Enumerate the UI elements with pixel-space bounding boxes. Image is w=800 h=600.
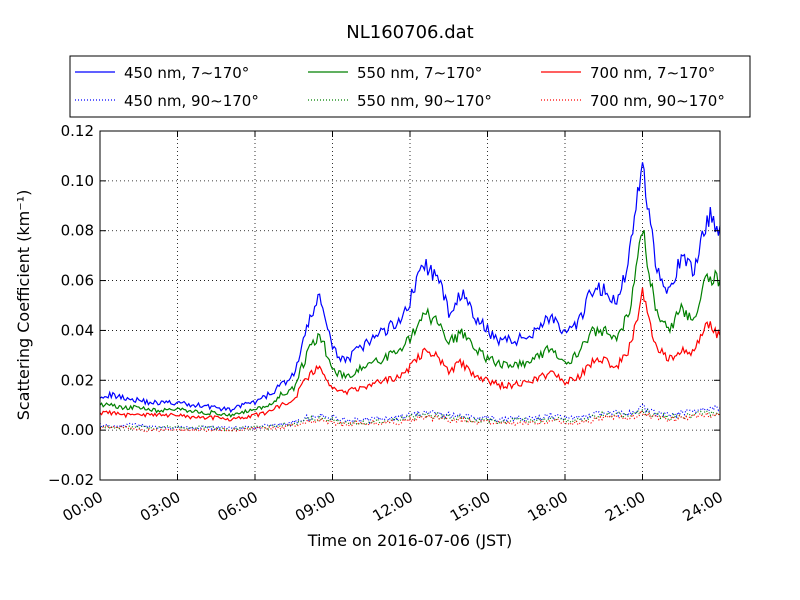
chart-grid (100, 131, 720, 480)
y-tick-label: 0.06 (61, 272, 94, 290)
series-line-6 (99, 409, 721, 433)
chart-legend: 450 nm, 7∼170° 550 nm, 7∼170° 700 nm, 7∼17… (69, 55, 751, 118)
x-tick-label: 21:00 (602, 488, 648, 525)
x-tick-label: 18:00 (525, 488, 571, 525)
legend-label: 550 nm, 7∼170° (357, 64, 482, 82)
y-tick-label: 0.10 (61, 172, 94, 190)
y-tick-label: 0.02 (61, 371, 94, 389)
y-tick-label: 0.08 (61, 222, 94, 240)
y-tick-label: 0.12 (61, 122, 94, 140)
series-line-3 (99, 229, 721, 418)
chart-series-layer (99, 162, 721, 433)
legend-frame (69, 55, 751, 118)
y-axis-label: Scattering Coefficient (km⁻¹) (14, 190, 33, 421)
legend-label: 700 nm, 7∼170° (590, 64, 715, 82)
x-tick-label: 15:00 (447, 488, 493, 525)
x-tick-label: 12:00 (370, 488, 416, 525)
legend-label: 700 nm, 90∼170° (590, 92, 725, 110)
series-line-5 (99, 287, 721, 422)
x-tick-label: 03:00 (137, 488, 183, 525)
y-tick-label: 0.04 (61, 321, 94, 339)
x-tick-label: 24:00 (680, 488, 726, 525)
x-axis-label: Time on 2016-07-06 (JST) (307, 531, 512, 550)
x-tick-label: 06:00 (215, 488, 261, 525)
series-line-2 (99, 403, 721, 431)
x-tick-label: 09:00 (292, 488, 338, 525)
series-line-1 (99, 162, 721, 414)
legend-label: 450 nm, 7∼170° (124, 64, 249, 82)
legend-label: 550 nm, 90∼170° (357, 92, 492, 110)
y-tick-label: −0.02 (48, 471, 94, 489)
chart-title: NL160706.dat (346, 22, 473, 43)
legend-label: 450 nm, 90∼170° (124, 92, 259, 110)
y-tick-label: 0.00 (61, 421, 94, 439)
x-tick-label: 00:00 (60, 488, 106, 525)
